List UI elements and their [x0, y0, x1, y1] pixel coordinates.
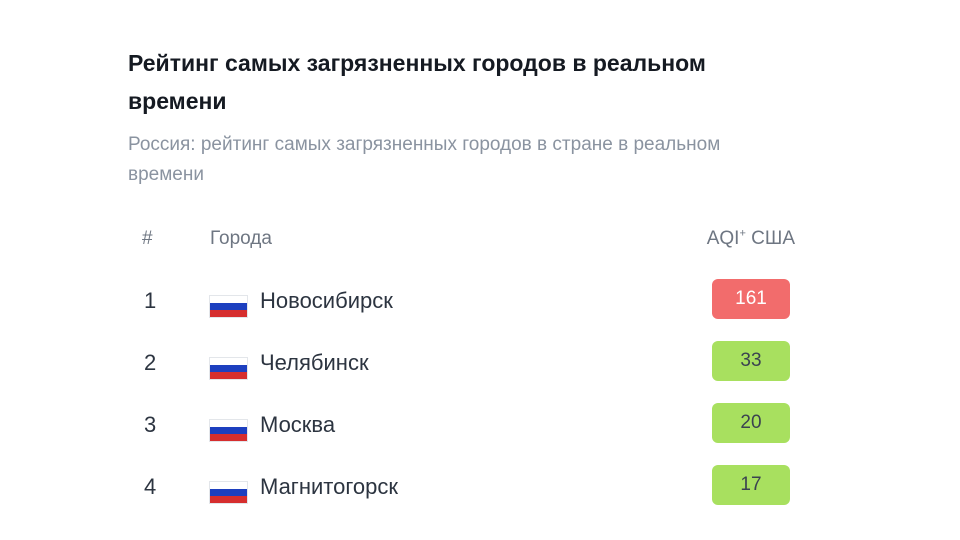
row-rank: 1	[144, 288, 157, 313]
aqi-plus-mark: +	[739, 227, 746, 240]
aqi-label: AQI	[706, 228, 740, 249]
aqi-unit-label: США	[745, 228, 795, 249]
city-link[interactable]: Челябинск	[260, 350, 369, 375]
city-link[interactable]: Магнитогорск	[260, 474, 398, 499]
ranking-widget: Рейтинг самых загрязненных городов в реа…	[128, 44, 800, 522]
row-rank: 2	[144, 350, 157, 375]
ranking-list: 1 Новосибирск 161 2 Челябинск 33 3 Москв…	[128, 274, 800, 522]
aqi-badge: 17	[712, 465, 790, 505]
russia-flag-icon	[210, 358, 247, 379]
column-header-aqi[interactable]: AQI+ США	[707, 228, 795, 250]
russia-flag-icon	[210, 296, 247, 317]
column-header-rank: #	[142, 228, 153, 249]
page-title: Рейтинг самых загрязненных городов в реа…	[128, 50, 706, 114]
table-row[interactable]: 2 Челябинск 33	[128, 336, 800, 398]
column-header-city: Города	[210, 228, 272, 249]
russia-flag-icon	[210, 482, 247, 503]
aqi-badge: 161	[712, 279, 790, 319]
russia-flag-icon	[210, 420, 247, 441]
aqi-badge: 33	[712, 341, 790, 381]
page-subtitle: Россия: рейтинг самых загрязненных город…	[128, 134, 721, 185]
table-header: # Города AQI+ США	[128, 228, 800, 258]
row-rank: 3	[144, 412, 157, 437]
table-row[interactable]: 1 Новосибирск 161	[128, 274, 800, 336]
city-link[interactable]: Новосибирск	[260, 288, 393, 313]
table-row[interactable]: 4 Магнитогорск 17	[128, 460, 800, 522]
table-row[interactable]: 3 Москва 20	[128, 398, 800, 460]
row-rank: 4	[144, 474, 157, 499]
aqi-badge: 20	[712, 403, 790, 443]
city-link[interactable]: Москва	[260, 412, 336, 437]
